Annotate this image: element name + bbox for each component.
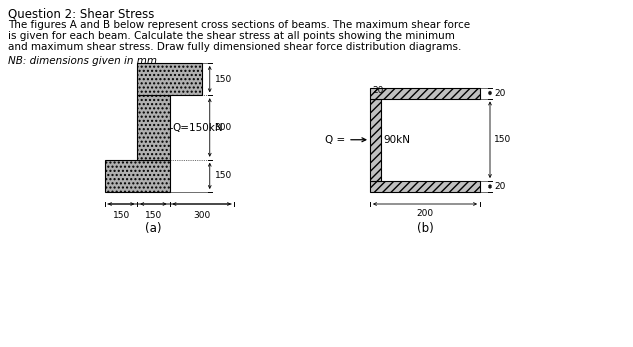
Text: 300: 300 [193, 211, 210, 220]
Text: 150: 150 [494, 135, 511, 144]
Bar [370, 99, 381, 181]
Text: Q=150kN: Q=150kN [173, 122, 223, 133]
Text: is given for each beam. Calculate the shear stress at all points showing the min: is given for each beam. Calculate the sh… [8, 31, 455, 41]
Text: The figures A and B below represent cross sections of beams. The maximum shear f: The figures A and B below represent cros… [8, 20, 470, 30]
Text: 20: 20 [372, 85, 384, 94]
Bar [137, 95, 170, 160]
Text: 150: 150 [145, 211, 162, 220]
Text: 300: 300 [215, 123, 232, 132]
Text: 20: 20 [494, 182, 505, 191]
Text: 150: 150 [113, 211, 130, 220]
Text: NB: dimensions given in mm: NB: dimensions given in mm [8, 56, 157, 66]
Bar [105, 160, 170, 192]
Text: (b): (b) [417, 222, 434, 235]
Bar [137, 63, 202, 95]
Text: Q =: Q = [325, 135, 345, 145]
Text: 150: 150 [215, 171, 232, 180]
Text: Question 2: Shear Stress: Question 2: Shear Stress [8, 7, 154, 20]
Text: 150: 150 [215, 75, 232, 84]
Text: 20: 20 [494, 88, 505, 98]
Text: and maximum shear stress. Draw fully dimensioned shear force distribution diagra: and maximum shear stress. Draw fully dim… [8, 42, 461, 52]
Bar [370, 87, 480, 99]
Bar [370, 181, 480, 192]
Text: (a): (a) [145, 222, 161, 235]
Text: 200: 200 [417, 209, 434, 218]
Text: 90kN: 90kN [383, 135, 410, 145]
